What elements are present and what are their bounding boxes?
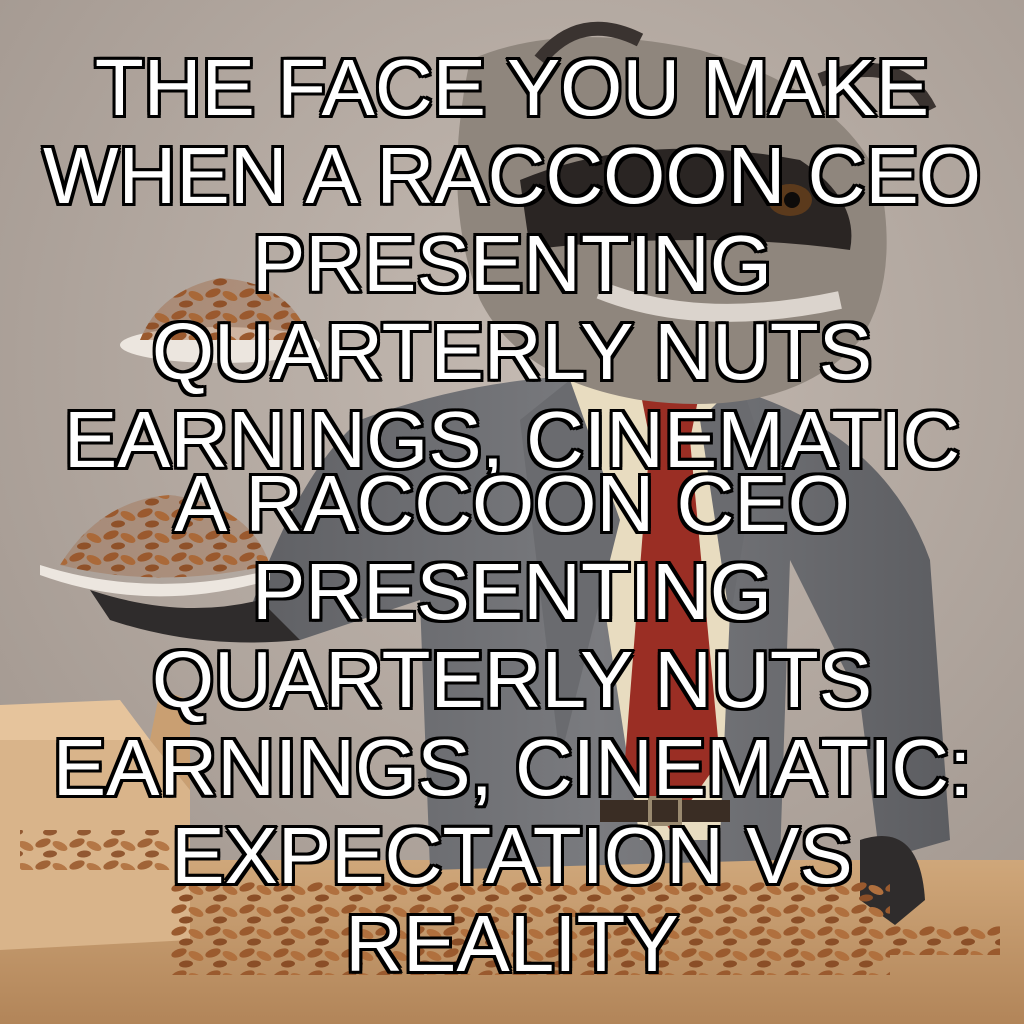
top-caption-line: EARNINGS, CINEMATIC [62,394,962,486]
bottom-caption-line: QUARTERLY NUTS [150,634,874,726]
bottom-caption: A RACCOON CEO PRESENTING QUARTERLY NUTS … [0,458,1024,990]
bottom-caption-line: PRESENTING [250,546,774,638]
top-caption-line: PRESENTING [250,218,774,310]
bottom-caption-line: A RACCOON CEO [172,458,852,550]
top-caption-line: QUARTERLY NUTS [150,306,874,398]
raccoon-head [457,21,937,405]
top-caption-line: THE FACE YOU MAKE [93,42,931,134]
raccoon-body [250,375,950,925]
bottom-caption-line: EXPECTATION VS [169,810,855,902]
almond-pile-table [170,880,1000,975]
top-caption-line: WHEN A RACCOON CEO [41,130,983,222]
bottom-caption-line: REALITY [343,898,680,990]
nut-box [0,690,190,950]
almond-plate-upper [120,278,320,363]
almond-plate-lower [40,495,300,643]
bottom-caption-line: EARNINGS, CINEMATIC: [51,722,974,814]
top-caption: THE FACE YOU MAKE WHEN A RACCOON CEO PRE… [0,42,1024,486]
